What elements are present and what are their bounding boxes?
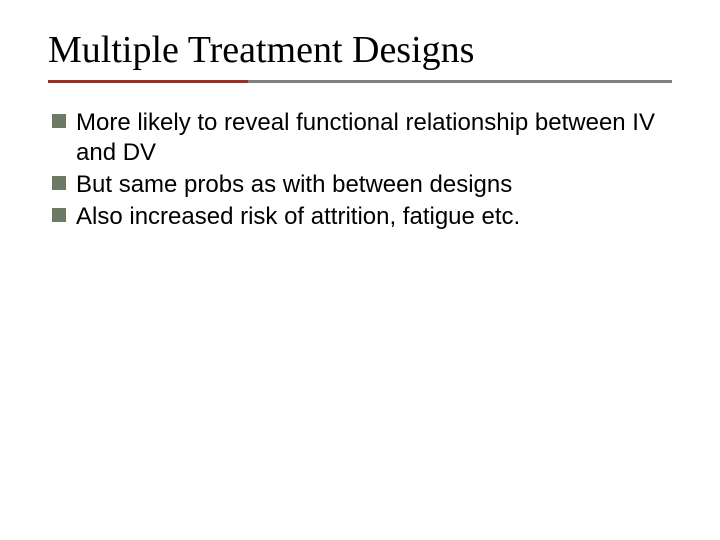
underline-red <box>48 80 248 83</box>
slide-title: Multiple Treatment Designs <box>48 28 672 72</box>
slide: Multiple Treatment Designs More likely t… <box>0 0 720 540</box>
bullet-text: Also increased risk of attrition, fatigu… <box>76 202 520 232</box>
bullet-list: More likely to reveal functional relatio… <box>48 108 672 232</box>
bullet-text: More likely to reveal functional relatio… <box>76 108 672 168</box>
list-item: Also increased risk of attrition, fatigu… <box>52 202 672 232</box>
bullet-text: But same probs as with between designs <box>76 170 512 200</box>
list-item: More likely to reveal functional relatio… <box>52 108 672 168</box>
list-item: But same probs as with between designs <box>52 170 672 200</box>
square-bullet-icon <box>52 208 66 222</box>
square-bullet-icon <box>52 114 66 128</box>
title-underline <box>48 80 672 86</box>
square-bullet-icon <box>52 176 66 190</box>
